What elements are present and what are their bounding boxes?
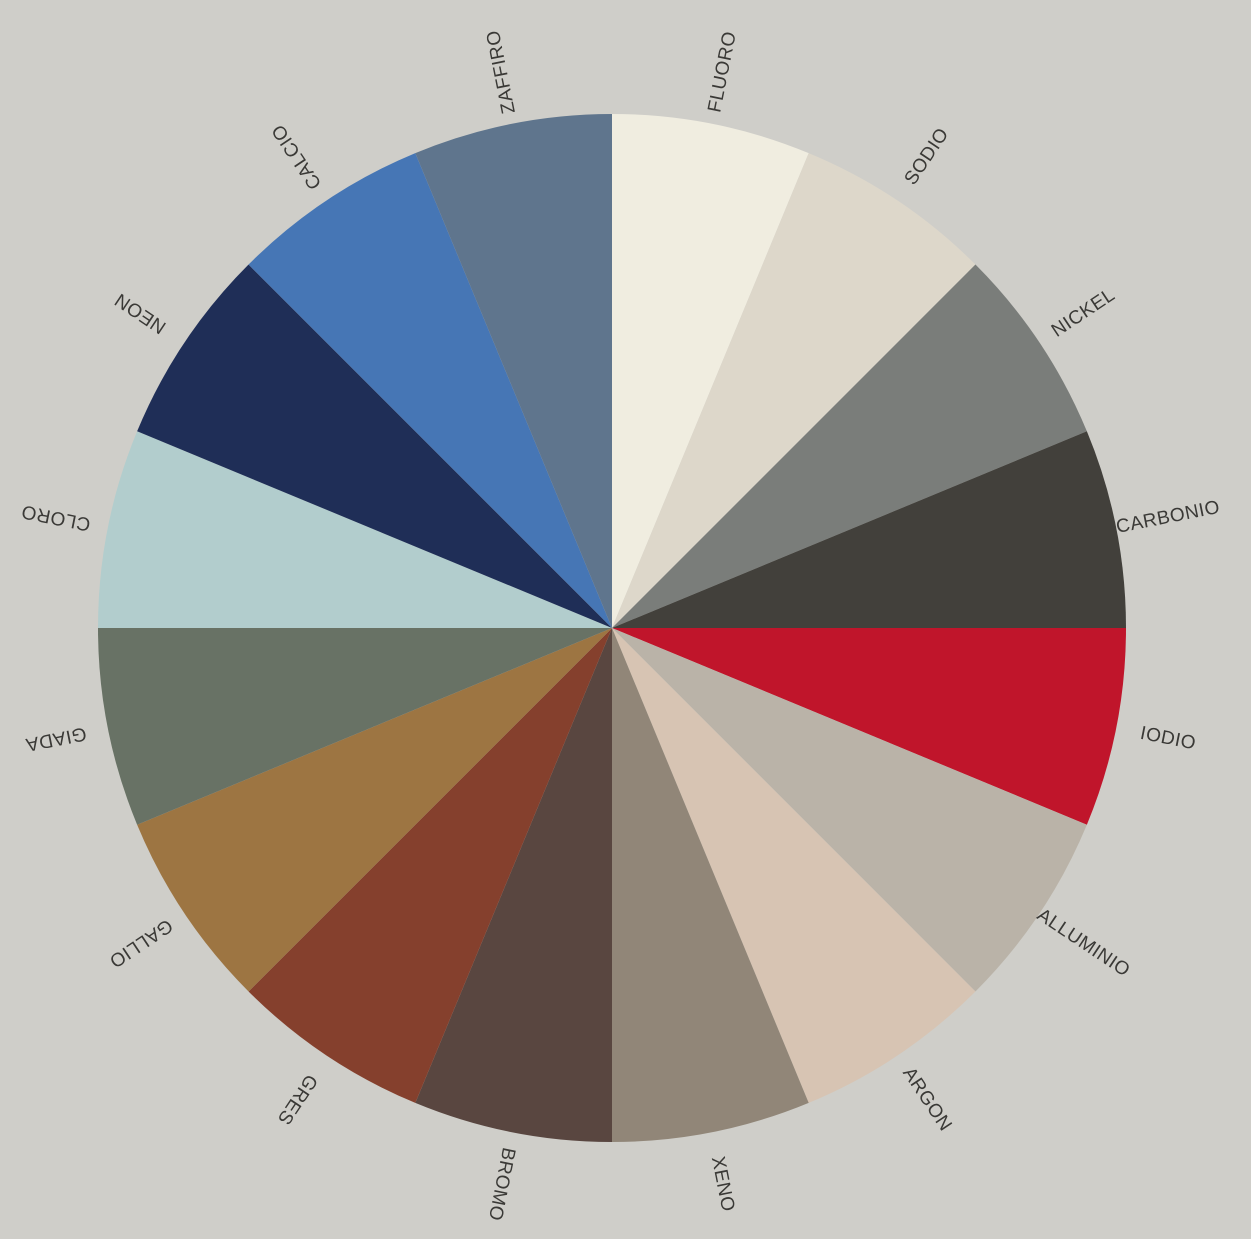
label-alluminio: ALLUMINIO: [1033, 905, 1134, 982]
slice-zaffiro: [415, 114, 612, 628]
slice-giada: [98, 628, 612, 825]
slice-xeno: [612, 628, 809, 1142]
label-calcio: CALCIO: [268, 120, 326, 193]
slice-bromo: [415, 628, 612, 1142]
slice-argon: [612, 628, 976, 1103]
slice-gres: [248, 628, 613, 1103]
label-xeno: XENO: [707, 1155, 738, 1214]
slice-carbonio: [612, 431, 1126, 628]
slice-calcio: [248, 153, 613, 628]
label-sodio: SODIO: [901, 124, 954, 189]
label-zaffiro: ZAFFIRO: [483, 28, 520, 115]
slice-fluoro: [612, 114, 809, 628]
slice-cloro: [98, 431, 612, 628]
slice-iodio: [612, 628, 1126, 825]
slice-nickel: [612, 264, 1087, 628]
label-gallio: GALLIO: [105, 914, 176, 971]
label-carbonio: CARBONIO: [1114, 497, 1221, 538]
label-bromo: BROMO: [484, 1146, 519, 1223]
label-cloro: CLORO: [19, 500, 92, 534]
slice-sodio: [612, 153, 976, 628]
label-gres: GRES: [273, 1070, 321, 1128]
label-giada: GIADA: [24, 722, 89, 755]
label-fluoro: FLUORO: [704, 30, 741, 115]
slice-alluminio: [612, 628, 1087, 992]
label-iodio: IODIO: [1138, 723, 1197, 755]
label-nickel: NICKEL: [1048, 284, 1119, 341]
label-neon: NEON: [111, 288, 170, 337]
slice-gallio: [137, 628, 612, 992]
wheel-slices: [98, 114, 1126, 1142]
slice-neon: [137, 264, 612, 628]
label-argon: ARGON: [898, 1064, 956, 1136]
